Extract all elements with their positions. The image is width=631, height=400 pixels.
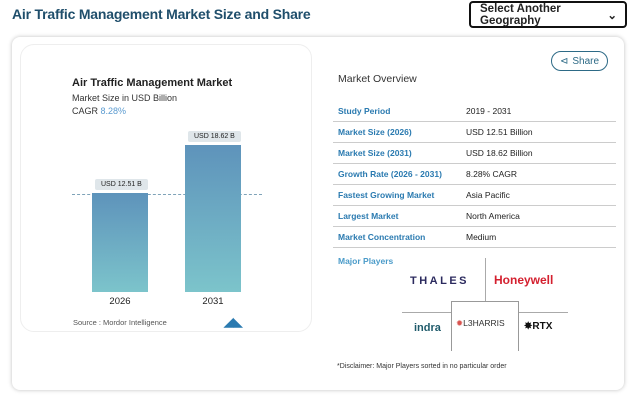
overview-value: Medium — [466, 232, 497, 242]
bar-2031 — [185, 145, 241, 292]
overview-row: Fastest Growing Market Asia Pacific — [333, 185, 616, 206]
bar-2026 — [92, 193, 148, 292]
x-tick-label: 2026 — [109, 296, 131, 307]
market-overview-title: Market Overview — [338, 73, 417, 85]
cagr-value: 8.28% — [100, 106, 127, 116]
overview-value: 8.28% CAGR — [466, 169, 518, 179]
overview-key: Largest Market — [338, 211, 399, 221]
rtx-logo: RTX — [532, 321, 553, 332]
geography-select[interactable]: Select Another Geography ⌄ — [469, 1, 627, 28]
overview-row: Largest Market North America — [333, 206, 616, 227]
l3harris-icon: ✹ — [456, 318, 464, 328]
l3harris-logo: L3HARRIS — [463, 318, 505, 328]
divider — [485, 258, 486, 301]
share-icon: ⊲ — [559, 55, 569, 67]
overview-key: Growth Rate (2026 - 2031) — [338, 169, 442, 179]
mordor-logo-icon: ◢◣ — [224, 315, 243, 329]
disclaimer: *Disclaimer: Major Players sorted in no … — [337, 363, 507, 370]
geography-select-label: Select Another Geography — [480, 2, 561, 27]
overview-row: Market Size (2031) USD 18.62 Billion — [333, 143, 616, 164]
major-players-label: Major Players — [338, 256, 394, 266]
share-label: Share — [572, 55, 600, 67]
logo-box — [451, 301, 519, 351]
x-tick-label: 2031 — [202, 296, 224, 307]
overview-key: Fastest Growing Market — [338, 190, 435, 200]
overview-row: Market Size (2026) USD 12.51 Billion — [333, 122, 616, 143]
cagr-label: CAGR — [72, 106, 99, 116]
chart-source: Source : Mordor Intelligence — [73, 318, 167, 327]
overview-key: Market Size (2031) — [338, 148, 412, 158]
reference-line — [72, 194, 262, 195]
overview-row: Market Concentration Medium — [333, 227, 616, 248]
bar-data-label: USD 18.62 B — [188, 131, 241, 142]
share-button[interactable]: ⊲ Share — [551, 51, 608, 71]
overview-value: USD 18.62 Billion — [466, 148, 533, 158]
overview-value: Asia Pacific — [466, 190, 510, 200]
overview-key: Study Period — [338, 106, 391, 116]
overview-value: North America — [466, 211, 520, 221]
page-title: Air Traffic Management Market Size and S… — [12, 6, 311, 22]
overview-key: Market Size (2026) — [338, 127, 412, 137]
chart-subtitle: Market Size in USD Billion — [72, 93, 178, 103]
thales-logo: THALES — [410, 275, 469, 287]
chart-card — [20, 44, 312, 332]
honeywell-logo: Honeywell — [494, 273, 554, 287]
indra-logo: indra — [414, 322, 441, 334]
overview-row: Growth Rate (2026 - 2031) 8.28% CAGR — [333, 164, 616, 185]
bar-data-label: USD 12.51 B — [95, 179, 148, 191]
overview-value: 2019 - 2031 — [466, 106, 512, 116]
chevron-down-icon: ⌄ — [607, 9, 617, 22]
overview-value: USD 12.51 Billion — [466, 127, 533, 137]
chart-title: Air Traffic Management Market — [72, 77, 233, 89]
overview-row: Study Period 2019 - 2031 — [333, 101, 616, 122]
overview-key: Market Concentration — [338, 232, 426, 242]
rtx-icon: ✸ — [524, 321, 533, 332]
